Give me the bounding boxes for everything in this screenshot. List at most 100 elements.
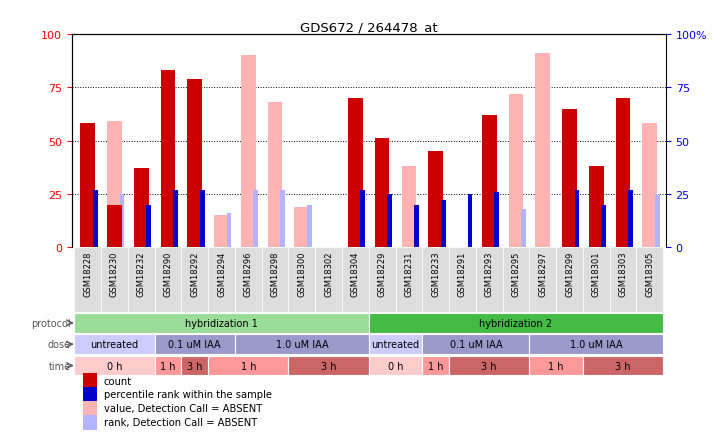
Bar (342, 248, 369, 312)
Bar (616, 99, 630, 248)
Bar (208, 356, 289, 375)
Text: GSM18302: GSM18302 (324, 251, 333, 296)
Bar (468, 194, 473, 248)
Text: GSM18232: GSM18232 (137, 251, 145, 296)
Text: 3 h: 3 h (321, 361, 337, 371)
Bar (74, 313, 369, 333)
Text: percentile rank within the sample: percentile rank within the sample (104, 389, 271, 399)
Text: hybridization 2: hybridization 2 (480, 318, 553, 328)
Bar (503, 248, 529, 312)
Text: 3 h: 3 h (187, 361, 203, 371)
Bar (241, 56, 256, 248)
Bar (441, 201, 445, 248)
Text: 0 h: 0 h (388, 361, 403, 371)
Text: GSM18295: GSM18295 (511, 251, 521, 296)
Bar (181, 356, 208, 375)
Text: GSM18298: GSM18298 (271, 251, 279, 296)
Bar (280, 190, 285, 248)
Bar (414, 205, 419, 248)
Bar (374, 139, 390, 248)
Bar (128, 248, 155, 312)
Bar (369, 356, 422, 375)
Bar (369, 335, 422, 354)
Bar (422, 248, 449, 312)
Text: GSM18290: GSM18290 (163, 251, 173, 296)
Text: untreated: untreated (90, 339, 138, 349)
Bar (155, 356, 181, 375)
Bar (74, 356, 155, 375)
Bar (589, 167, 604, 248)
Bar (348, 99, 363, 248)
Bar (307, 205, 311, 248)
Bar (628, 190, 633, 248)
Text: GSM18299: GSM18299 (565, 251, 574, 296)
Title: GDS672 / 264478_at: GDS672 / 264478_at (300, 20, 437, 33)
Bar (449, 248, 476, 312)
Text: 1 h: 1 h (160, 361, 175, 371)
Bar (74, 248, 101, 312)
Bar (155, 248, 181, 312)
Bar (208, 248, 235, 312)
Bar (476, 248, 503, 312)
Bar (422, 356, 449, 375)
Text: GSM18305: GSM18305 (645, 251, 654, 296)
Text: GSM18294: GSM18294 (217, 251, 226, 296)
Bar (226, 214, 231, 248)
Text: GSM18233: GSM18233 (431, 251, 440, 296)
Text: GSM18293: GSM18293 (485, 251, 494, 296)
Bar (369, 313, 663, 333)
Bar (508, 94, 523, 248)
Bar (80, 124, 95, 248)
Text: 1 h: 1 h (428, 361, 443, 371)
Bar (120, 194, 125, 248)
Bar (536, 54, 550, 248)
Bar (637, 248, 663, 312)
Text: GSM18300: GSM18300 (297, 251, 306, 296)
Bar (529, 356, 583, 375)
Bar (521, 210, 526, 248)
Bar (583, 356, 663, 375)
Bar (74, 335, 155, 354)
Bar (289, 356, 369, 375)
Text: count: count (104, 376, 132, 386)
Bar (609, 248, 637, 312)
Text: GSM18303: GSM18303 (619, 251, 627, 296)
Bar (188, 79, 202, 248)
Bar (84, 373, 97, 388)
Bar (235, 248, 261, 312)
Bar (395, 248, 422, 312)
Text: value, Detection Call = ABSENT: value, Detection Call = ABSENT (104, 403, 262, 413)
Text: dose: dose (48, 339, 71, 349)
Text: GSM18297: GSM18297 (538, 251, 547, 296)
Bar (556, 248, 583, 312)
Bar (529, 248, 556, 312)
Text: GSM18296: GSM18296 (243, 251, 253, 296)
Bar (101, 248, 128, 312)
Bar (387, 194, 392, 248)
Bar (107, 205, 122, 248)
Bar (181, 248, 208, 312)
Text: 1.0 uM IAA: 1.0 uM IAA (570, 339, 623, 349)
Bar (84, 415, 97, 430)
Text: GSM18301: GSM18301 (592, 251, 601, 296)
Text: 0.1 uM IAA: 0.1 uM IAA (450, 339, 502, 349)
Bar (575, 190, 579, 248)
Bar (482, 116, 497, 248)
Bar (160, 71, 175, 248)
Bar (84, 401, 97, 416)
Bar (253, 190, 258, 248)
Bar (289, 248, 315, 312)
Text: 1 h: 1 h (548, 361, 564, 371)
Bar (155, 335, 235, 354)
Text: GSM18229: GSM18229 (377, 251, 387, 296)
Text: GSM18230: GSM18230 (110, 251, 119, 296)
Text: 0 h: 0 h (107, 361, 122, 371)
Text: rank, Detection Call = ABSENT: rank, Detection Call = ABSENT (104, 417, 257, 427)
Bar (402, 167, 416, 248)
Bar (315, 248, 342, 312)
Bar (428, 152, 443, 248)
Bar (134, 169, 148, 248)
Text: 1 h: 1 h (241, 361, 256, 371)
Bar (655, 194, 659, 248)
Text: 1.0 uM IAA: 1.0 uM IAA (276, 339, 328, 349)
